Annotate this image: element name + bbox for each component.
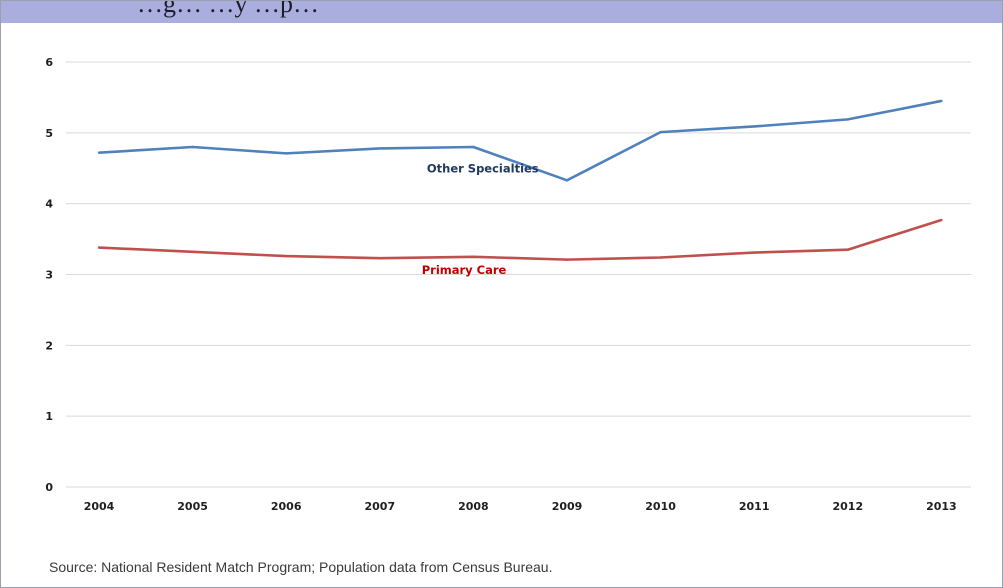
data-point (97, 151, 101, 154)
data-point (472, 255, 475, 258)
x-tick-label: 2006 (271, 500, 302, 513)
data-point (378, 257, 381, 260)
x-tick-label: 2005 (177, 500, 208, 513)
y-tick-label: 0 (45, 481, 53, 494)
data-point (846, 248, 849, 251)
y-tick-label: 5 (45, 127, 53, 140)
series-label: Other Specialties (427, 161, 539, 175)
x-tick-label: 2004 (84, 500, 115, 513)
source-note: Source: National Resident Match Program;… (49, 559, 553, 575)
series-line-1 (98, 218, 942, 261)
x-axis-ticks: 2004 2005 2006 2007 2008 2009 2010 2011 2012 2013 (84, 500, 957, 513)
y-tick-label: 6 (45, 56, 53, 69)
series-line-0 (98, 99, 942, 182)
y-tick-label: 3 (45, 269, 53, 282)
data-point (285, 254, 288, 258)
data-point (191, 145, 194, 149)
data-point (753, 251, 756, 254)
x-tick-label: 2009 (552, 500, 583, 513)
data-point (472, 145, 475, 149)
x-tick-label: 2011 (739, 500, 770, 513)
y-tick-label: 4 (45, 198, 53, 211)
data-point (191, 250, 194, 254)
gridlines (66, 61, 971, 488)
y-tick-label: 2 (45, 339, 53, 352)
x-tick-label: 2012 (832, 500, 863, 513)
data-point (940, 99, 943, 103)
x-tick-label: 2008 (458, 500, 489, 513)
data-point (753, 125, 756, 128)
data-point (659, 256, 662, 259)
data-point (659, 130, 662, 134)
data-point (940, 218, 943, 222)
series-labels: Other Specialties Primary Care (422, 161, 539, 277)
data-point (565, 179, 569, 182)
series-label: Primary Care (422, 263, 507, 277)
data-point (846, 118, 849, 121)
x-tick-label: 2010 (645, 500, 676, 513)
y-axis-ticks: 0 1 2 3 4 5 6 (45, 56, 53, 494)
data-point (285, 152, 288, 155)
data-point (378, 147, 381, 150)
series-lines (97, 99, 943, 261)
y-tick-label: 1 (45, 410, 53, 423)
data-point (97, 246, 101, 249)
x-tick-label: 2013 (926, 500, 957, 513)
x-tick-label: 2007 (364, 500, 395, 513)
title-bar: …g… …y …p… (1, 1, 1002, 23)
data-point (565, 258, 569, 261)
chart-title: …g… …y …p… (137, 1, 319, 18)
